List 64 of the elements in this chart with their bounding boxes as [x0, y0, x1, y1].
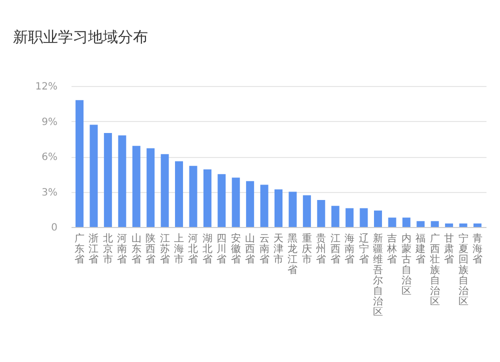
x-tick-label: 河北省: [188, 232, 198, 266]
bar: [402, 218, 410, 227]
x-tick-label: 江西省: [330, 232, 340, 266]
x-tick-label: 山东省: [131, 232, 142, 266]
x-tick-label: 辽宁省: [358, 232, 369, 266]
bar: [189, 166, 198, 227]
bar: [76, 100, 84, 227]
x-tick-label: 湖北省: [202, 232, 212, 266]
y-tick-label: 9%: [42, 116, 58, 128]
x-tick-label: 江苏省: [160, 232, 170, 266]
bar: [203, 169, 212, 227]
x-tick-label: 新疆维吾尔自治区: [372, 232, 383, 318]
bar: [175, 161, 184, 227]
bar: [90, 124, 98, 227]
x-tick-label: 浙江省: [88, 232, 99, 266]
bar: [288, 192, 297, 227]
x-tick-label: 福建省: [414, 232, 426, 266]
bar: [160, 154, 169, 227]
x-tick-label: 海南省: [344, 232, 355, 266]
bar: [331, 206, 340, 227]
y-tick-label: 0: [51, 222, 58, 234]
bar: [317, 200, 326, 227]
bar: [260, 184, 268, 227]
x-tick-label: 黑龙江省: [288, 234, 298, 276]
chart-title: 新职业学习地域分布: [12, 28, 148, 46]
bar: [374, 210, 382, 227]
y-tick-label: 6%: [42, 152, 58, 163]
x-tick-label: 贵州省: [316, 232, 326, 266]
bar: [146, 148, 155, 227]
x-tick-label: 重庆市: [302, 232, 312, 266]
x-tick-label: 河南省: [117, 232, 128, 266]
bar: [218, 174, 226, 227]
x-tick-label: 吉林省: [386, 232, 398, 266]
bar: [388, 218, 396, 227]
x-tick-label: 广东省: [74, 232, 85, 266]
bar: [132, 146, 140, 227]
x-tick-label: 上海市: [174, 232, 184, 266]
bar: [473, 223, 482, 227]
x-tick-label: 北京市: [102, 232, 113, 266]
x-tick-label: 青海省: [472, 232, 482, 266]
bar: [246, 181, 254, 227]
bar: [360, 208, 368, 227]
x-tick-label: 陕西省: [146, 232, 156, 266]
bar: [445, 223, 454, 227]
x-tick-label: 广西壮族自治区: [428, 232, 440, 308]
x-tick-label: 天津市: [274, 234, 284, 266]
x-tick-label: 四川省: [216, 234, 227, 266]
bar: [346, 208, 354, 227]
bar: [430, 221, 439, 227]
bar: [416, 221, 425, 227]
x-tick-label: 安徽省: [230, 232, 241, 266]
x-tick-label: 内蒙古自治区: [401, 232, 412, 297]
bar: [459, 223, 468, 227]
bar: [302, 195, 311, 227]
bar: [118, 135, 126, 227]
y-tick-label: 3%: [42, 187, 58, 198]
bar: [274, 189, 282, 227]
x-tick-label: 云南省: [259, 234, 270, 266]
bar: [232, 178, 240, 227]
bar: [104, 133, 112, 227]
y-tick-label: 12%: [35, 82, 58, 92]
x-tick-label: 山西省: [245, 232, 256, 266]
x-tick-label: 宁夏回族自治区: [458, 232, 468, 308]
x-tick-label: 甘肃省: [444, 232, 454, 266]
